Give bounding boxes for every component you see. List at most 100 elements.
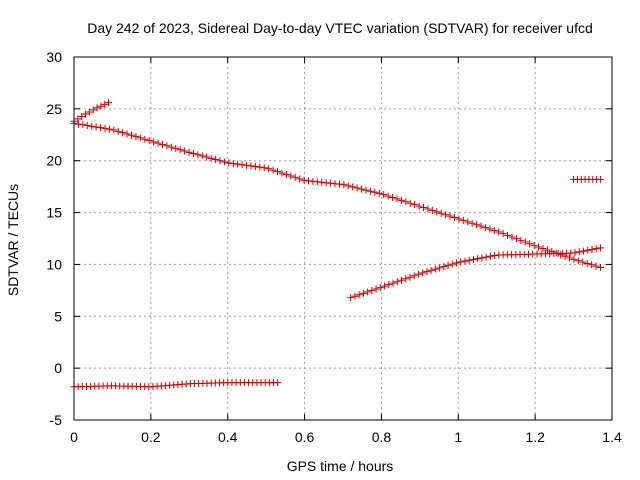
data-point-satellite-b [371,188,379,196]
data-point-satellite-b [203,153,211,161]
data-point-satellite-b [150,138,158,146]
data-point-satellite-b [570,255,578,263]
data-point-satellite-d [351,292,359,300]
data-point-satellite-b [512,235,520,243]
data-point-satellite-b [260,164,268,172]
data-point-satellite-b [243,161,251,169]
data-point-satellite-a [97,102,105,110]
data-point-satellite-d [478,254,486,262]
data-point-satellite-d [580,247,588,255]
data-point-satellite-d [385,281,393,289]
data-point-satellite-b [526,240,534,248]
data-point-satellite-d [397,276,405,284]
data-point-satellite-b [247,162,255,170]
data-point-satellite-b [136,134,144,142]
x-axis-label: GPS time / hours [287,458,394,474]
data-point-satellite-b [114,127,122,135]
data-points [70,99,604,391]
x-tick-label: 0.8 [372,429,392,445]
data-point-satellite-a [93,104,101,112]
data-point-satellite-b [234,160,242,168]
chart-title: Day 242 of 2023, Sidereal Day-to-day VTE… [87,20,593,36]
data-point-satellite-b [340,181,348,189]
data-point-satellite-b [256,163,264,171]
data-point-satellite-d [393,278,401,286]
data-point-satellite-b [450,214,458,222]
data-point-satellite-b [265,165,273,173]
data-point-satellite-b [366,187,374,195]
data-point-satellite-b [499,230,507,238]
data-point-satellite-b [198,152,206,160]
data-point-satellite-b [216,157,224,165]
data-point-satellite-b [402,198,410,206]
data-point-satellite-b [380,191,388,199]
data-point-satellite-b [344,182,352,190]
data-point-satellite-b [393,195,401,203]
plot-frame [73,56,613,421]
data-point-satellite-b [74,120,82,128]
data-point-satellite-b [508,233,516,241]
data-point-satellite-d [469,255,477,263]
data-point-satellite-b [119,129,127,137]
data-point-satellite-d [584,246,592,254]
data-point-satellite-b [459,216,467,224]
data-point-satellite-b [88,122,96,130]
x-tick-label: 1.4 [602,429,622,445]
data-point-satellite-d [596,244,604,252]
axis-ticks [73,56,613,421]
data-point-satellite-b [287,172,295,180]
data-point-satellite-d [482,253,490,261]
data-point-satellite-b [424,205,432,213]
data-point-satellite-b [592,262,600,270]
data-point-satellite-b [535,243,543,251]
data-point-satellite-b [411,201,419,209]
data-point-satellite-b [128,131,136,139]
data-point-satellite-b [278,169,286,177]
data-point-satellite-b [274,168,282,176]
data-point-satellite-b [207,154,215,162]
data-point-satellite-b [172,144,180,152]
data-point-satellite-b [167,143,175,151]
data-point-satellite-b [105,125,113,133]
data-point-satellite-b [566,254,574,262]
data-point-satellite-d [372,285,380,293]
data-point-satellite-d [465,256,473,264]
data-point-satellite-d [410,272,418,280]
data-point-satellite-b [123,130,131,138]
data-point-satellite-b [189,150,197,158]
data-point-satellite-b [415,202,423,210]
y-tick-label: 10 [46,256,62,272]
data-point-satellite-b [481,224,489,232]
data-point-satellite-b [397,196,405,204]
data-point-satellite-b [145,137,153,145]
data-point-satellite-b [110,126,118,134]
y-tick-label: 25 [46,101,62,117]
data-point-satellite-b [539,245,547,253]
data-point-satellite-d [381,282,389,290]
data-point-satellite-b [504,231,512,239]
data-point-satellite-b [433,208,441,216]
data-point-satellite-d [461,257,469,265]
data-point-satellite-d [457,258,465,266]
data-point-satellite-b [83,122,91,130]
data-point-satellite-b [141,135,149,143]
x-tick-label: 1.2 [525,429,545,445]
x-tick-label: 1 [454,429,462,445]
data-point-satellite-a [85,108,93,116]
data-point-satellite-a [101,100,109,108]
x-tick-label: 0.6 [295,429,315,445]
axis-tick-labels: 0 0.2 0.4 0.6 0.8 1 1.2 1.4 -5 0 5 10 15 20 25 30 [46,49,622,445]
data-point-satellite-a [82,110,90,118]
y-tick-label: 15 [46,205,62,221]
data-point-satellite-b [521,238,529,246]
data-point-satellite-d [571,249,579,257]
data-point-satellite-b [300,176,308,184]
data-point-satellite-d [406,273,414,281]
data-point-satellite-b [185,148,193,156]
data-point-satellite-d [588,245,596,253]
data-point-satellite-b [428,206,436,214]
x-tick-label: 0.4 [218,429,238,445]
data-point-satellite-d [448,260,456,268]
data-point-satellite-b [358,185,366,193]
data-point-satellite-b [362,186,370,194]
